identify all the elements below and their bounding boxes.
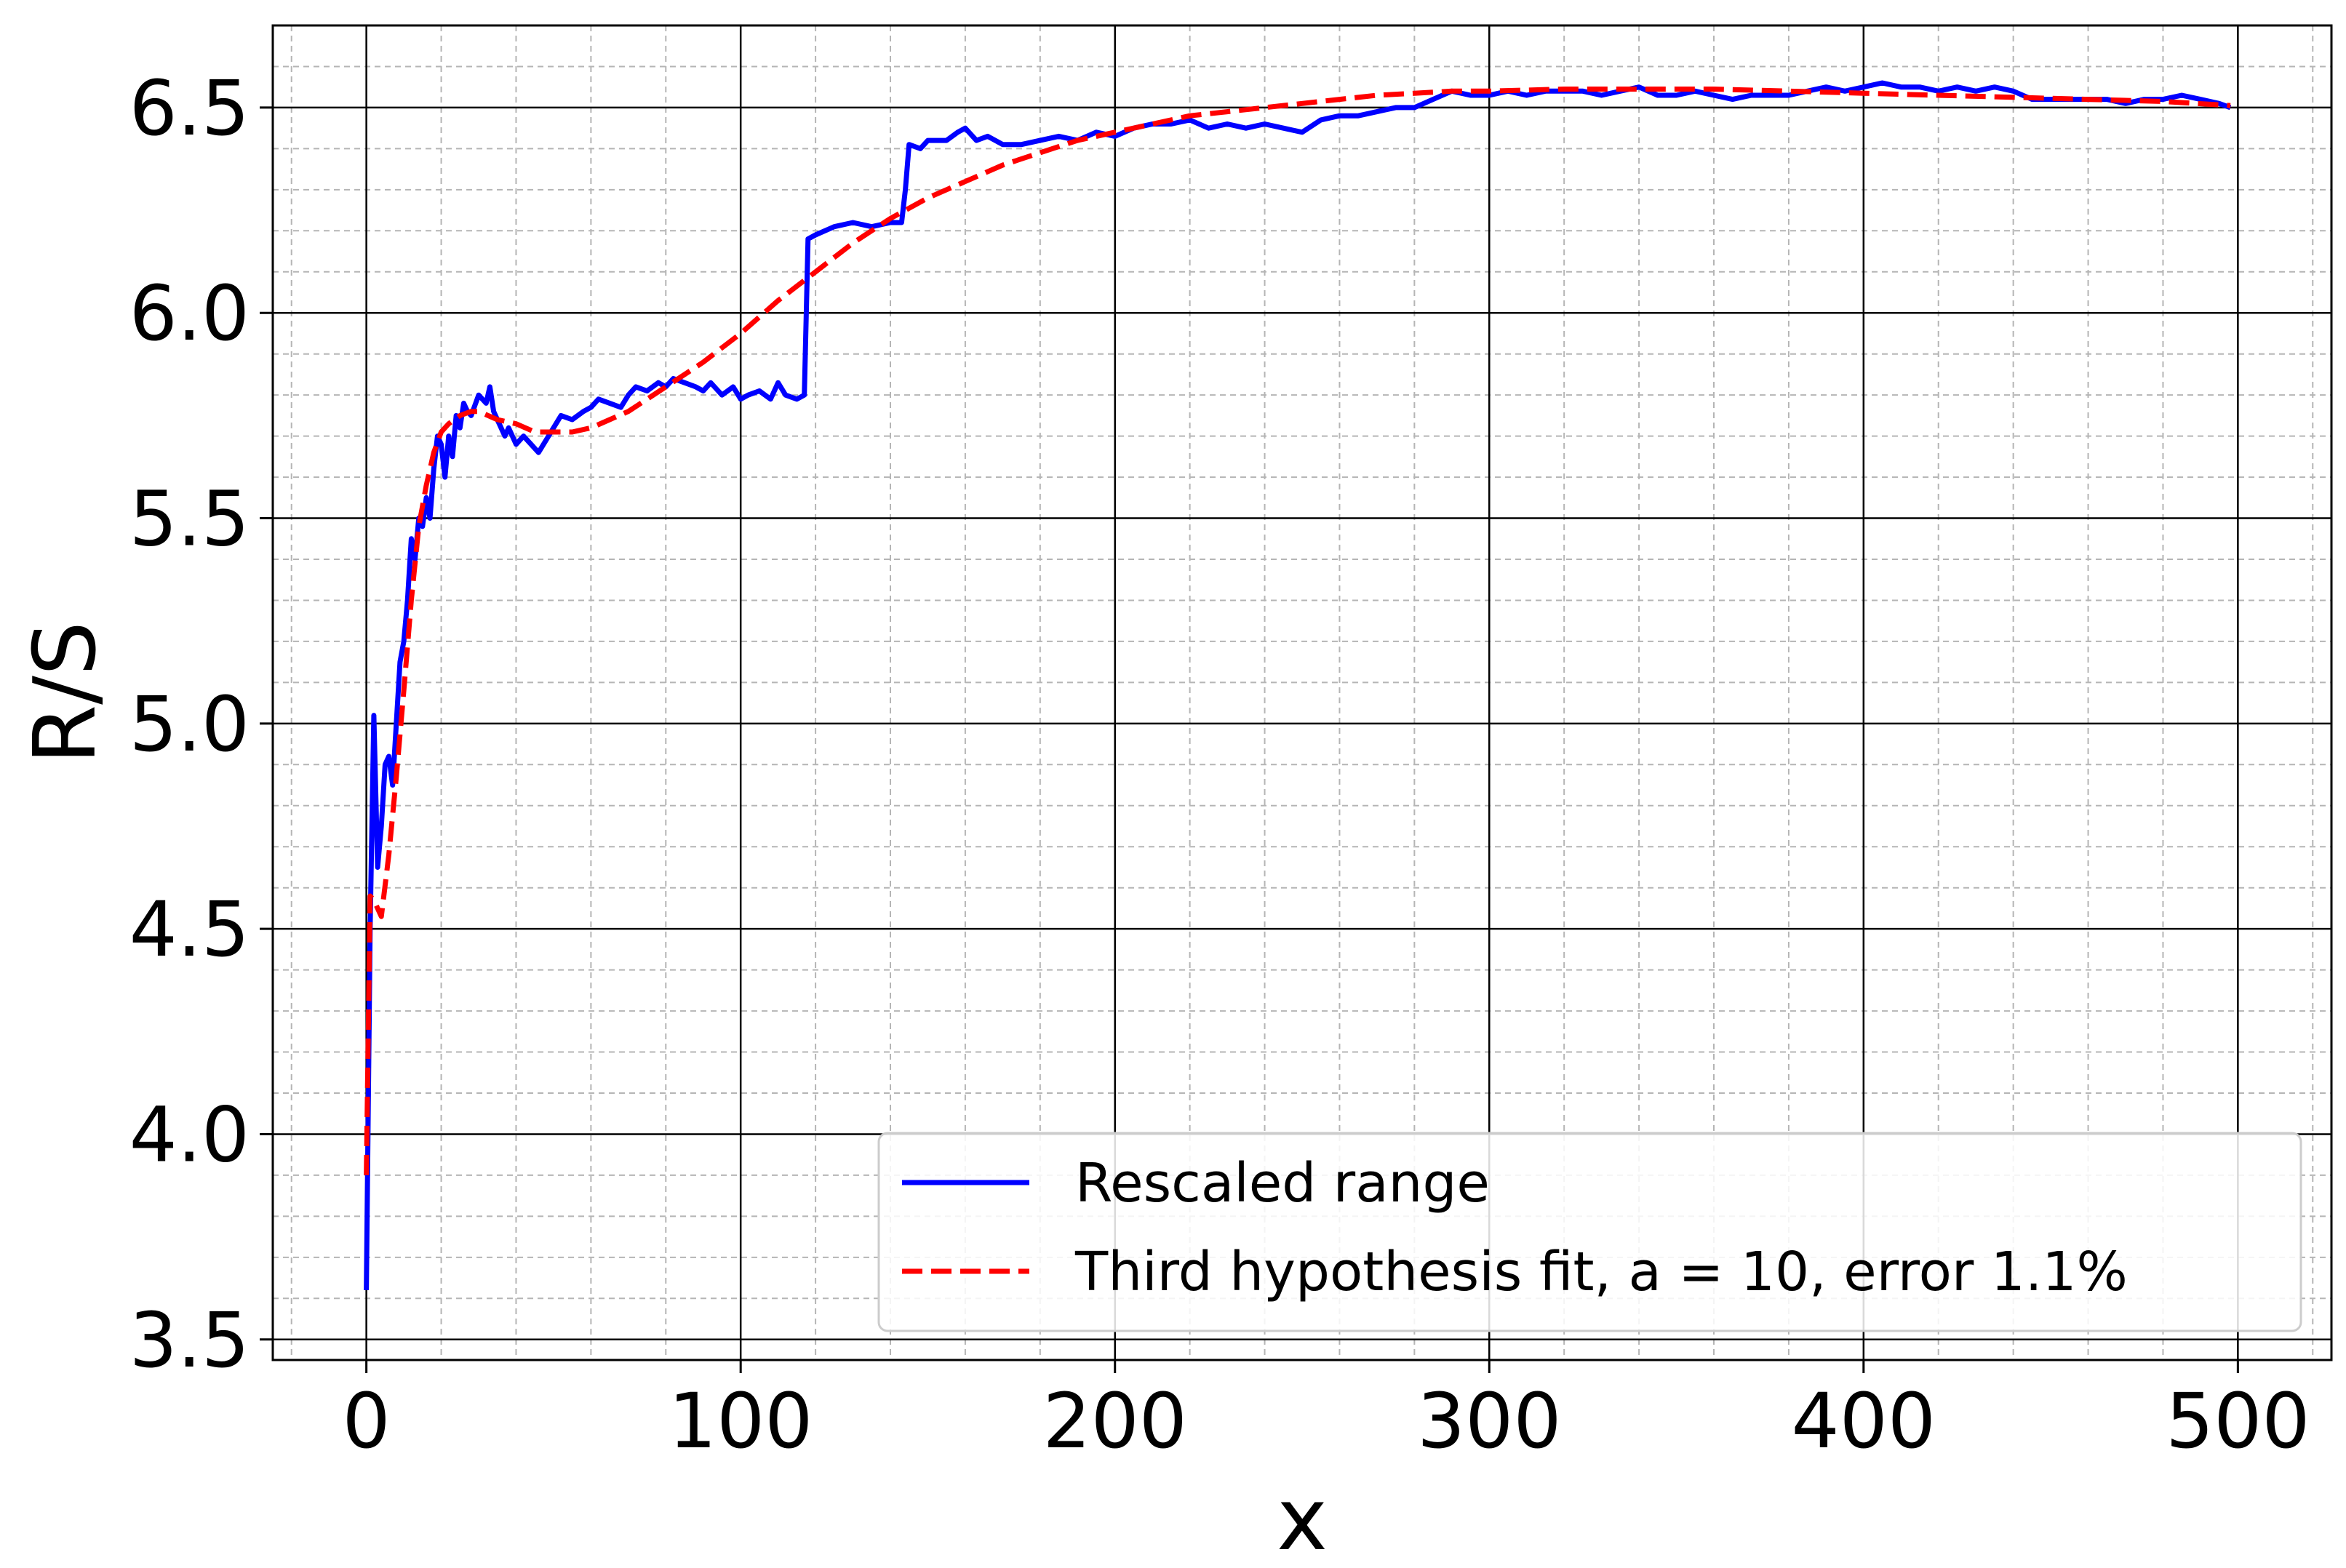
x-tick-label: 500 <box>2166 1377 2310 1465</box>
x-axis-label: x <box>1277 1469 1328 1568</box>
legend-label-rescaled-range: Rescaled range <box>1075 1152 1490 1215</box>
y-axis-ticks: 3.5 4.0 4.5 5.0 5.5 6.0 6.5 <box>129 64 273 1385</box>
y-tick-label: 4.0 <box>129 1090 250 1179</box>
y-axis-label: R/S <box>15 621 115 764</box>
x-tick-label: 300 <box>1417 1377 1562 1465</box>
y-tick-label: 4.5 <box>129 885 250 974</box>
series-line-rescaled-range <box>364 80 2232 1291</box>
y-tick-label: 5.5 <box>129 475 250 564</box>
x-tick-label: 100 <box>669 1377 813 1465</box>
plot-frame <box>271 24 2333 1361</box>
y-tick-label: 6.5 <box>129 64 250 153</box>
legend: Rescaled range Third hypothesis fit, a =… <box>877 1132 2302 1332</box>
x-tick-label: 400 <box>1792 1377 1936 1465</box>
y-tick-label: 5.0 <box>129 680 250 769</box>
series-line-fit <box>364 87 2231 1175</box>
legend-label-fit: Third hypothesis fit, a = 10, error 1.1% <box>1074 1241 2128 1303</box>
y-tick-label: 3.5 <box>129 1296 250 1385</box>
y-tick-label: 6.0 <box>129 269 250 358</box>
x-tick-label: 200 <box>1042 1377 1187 1465</box>
legend-box <box>877 1132 2302 1332</box>
series-group <box>364 80 2232 1291</box>
x-axis-ticks: 0 100 200 300 400 500 <box>343 1360 2310 1465</box>
x-tick-label: 0 <box>343 1377 391 1465</box>
